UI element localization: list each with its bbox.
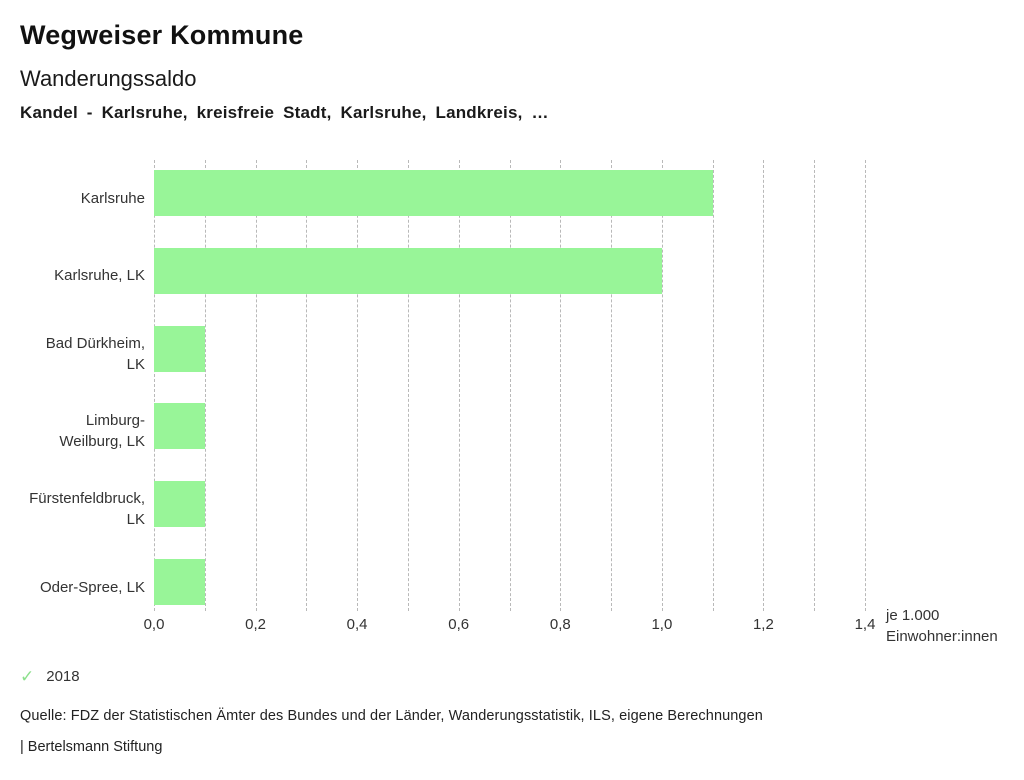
- gridline: [458, 160, 460, 611]
- category-label: Bad Dürkheim, LK: [45, 334, 145, 373]
- x-tick-label: 1,2: [752, 616, 774, 633]
- gridline: [306, 160, 308, 611]
- bar-2018[interactable]: [154, 325, 205, 372]
- gridline: [255, 160, 257, 611]
- bar-2018[interactable]: [154, 403, 205, 450]
- gridline: [814, 160, 816, 611]
- bar-2018[interactable]: [154, 481, 205, 528]
- category-label: Oder-Spree, LK: [39, 578, 145, 596]
- gridline: [611, 160, 613, 611]
- category-label: Karlsruhe: [80, 189, 145, 207]
- x-tick-label: 0,0: [143, 616, 165, 633]
- gridline: [154, 160, 155, 611]
- gridline: [357, 160, 359, 611]
- x-tick-label: 0,2: [245, 616, 267, 633]
- gridline: [204, 160, 206, 611]
- app-title: Wegweiser Kommune: [20, 20, 304, 50]
- indicator-title: Wanderungssaldo: [20, 66, 197, 91]
- category-label: Fürstenfeldbruck, LK: [29, 490, 145, 529]
- gridline: [865, 160, 866, 611]
- x-tick-label: 1,0: [651, 616, 673, 633]
- attribution-text: | Bertelsmann Stiftung: [20, 739, 163, 755]
- bar-2018[interactable]: [154, 170, 713, 216]
- bar-2018[interactable]: [154, 559, 205, 605]
- x-tick-label: 1,4: [854, 616, 876, 633]
- x-tick-label: 0,4: [346, 616, 368, 633]
- legend-label: 2018: [46, 668, 80, 685]
- gridline: [661, 160, 663, 611]
- bar-2018[interactable]: [154, 247, 662, 294]
- legend: ✓ 2018: [20, 668, 80, 685]
- x-tick-label: 0,6: [448, 616, 470, 633]
- selection-breadcrumb: Kandel - Karlsruhe, kreisfreie Stadt, Ka…: [20, 103, 549, 122]
- axis-unit-label: je 1.000 Einwohner:innen: [886, 607, 998, 645]
- category-label: Karlsruhe, LK: [54, 267, 145, 285]
- check-icon: ✓: [20, 667, 35, 686]
- gridline: [407, 160, 409, 611]
- gridline: [560, 160, 562, 611]
- gridline: [509, 160, 511, 611]
- x-tick-label: 0,8: [549, 616, 571, 633]
- gridline: [763, 160, 765, 611]
- category-label: Limburg- Weilburg, LK: [59, 412, 145, 451]
- source-text: Quelle: FDZ der Statistischen Ämter des …: [20, 708, 763, 724]
- gridline: [712, 160, 714, 611]
